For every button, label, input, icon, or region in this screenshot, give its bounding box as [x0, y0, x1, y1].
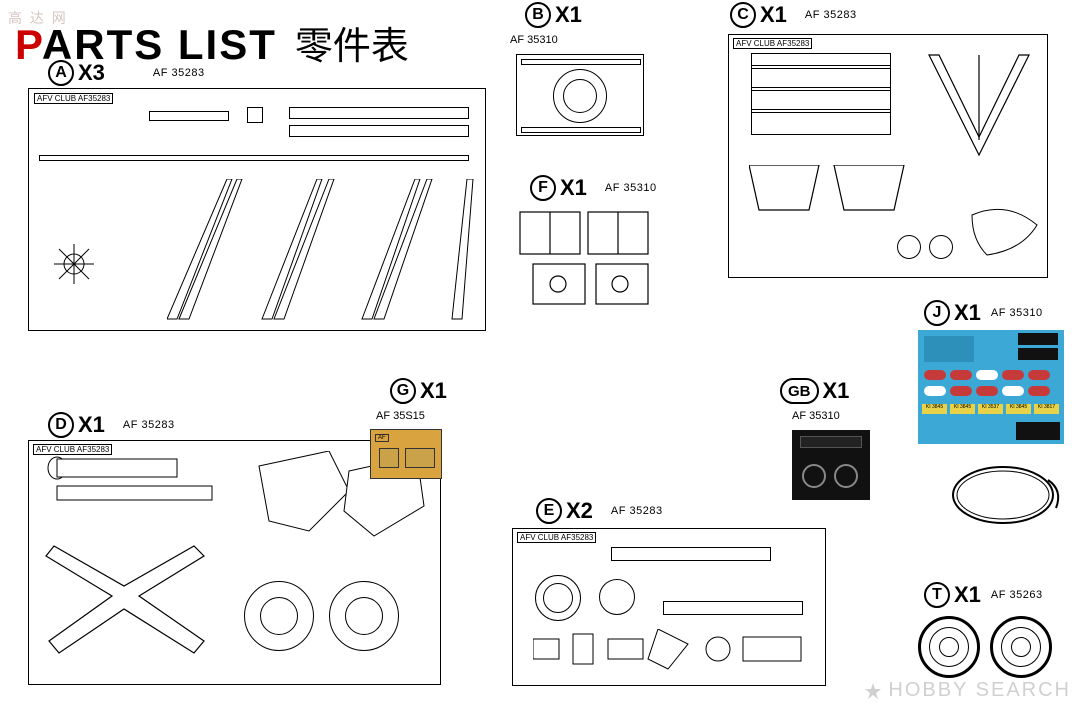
- frame-B: [516, 54, 644, 136]
- letter-circle-E: E: [536, 498, 562, 524]
- partnum-D: AF 35283: [123, 419, 175, 431]
- qty-G: X1: [420, 378, 447, 404]
- letter-circle-A: A: [48, 60, 74, 86]
- qty-E: X2: [566, 498, 593, 524]
- letter-box-GB: GB: [780, 378, 819, 404]
- partnum-F: AF 35310: [605, 182, 657, 194]
- label-G: G X1: [390, 378, 447, 404]
- letter-circle-B: B: [525, 2, 551, 28]
- qty-GB: X1: [823, 378, 850, 404]
- label-GB: GB X1: [780, 378, 849, 404]
- label-B: B X1: [525, 2, 582, 28]
- qty-F: X1: [560, 175, 587, 201]
- label-A: A X3 AF 35283: [48, 60, 205, 86]
- label-J: J X1 AF 35310: [924, 300, 1043, 326]
- partnum-E: AF 35283: [611, 505, 663, 517]
- frame-tag-D: AFV CLUB AF35283: [33, 444, 112, 455]
- letter-circle-J: J: [924, 300, 950, 326]
- frame-tag-C: AFV CLUB AF35283: [733, 38, 812, 49]
- qty-C: X1: [760, 2, 787, 28]
- partnum-B: AF 35310: [510, 34, 558, 46]
- rubber-ring: [948, 460, 1068, 530]
- frame-C: AFV CLUB AF35283: [728, 34, 1048, 278]
- decal-J: KI 3845 KI 3845 KI 3537 KI 3845 KI 3817: [918, 330, 1064, 444]
- letter-circle-D: D: [48, 412, 74, 438]
- tire-2: [990, 616, 1052, 678]
- partnum-C: AF 35283: [805, 9, 857, 21]
- tire-1: [918, 616, 980, 678]
- qty-A: X3: [78, 60, 105, 86]
- partnum-J: AF 35310: [991, 307, 1043, 319]
- label-T: T X1 AF 35263: [924, 582, 1043, 608]
- letter-circle-G: G: [390, 378, 416, 404]
- letter-circle-T: T: [924, 582, 950, 608]
- qty-D: X1: [78, 412, 105, 438]
- letter-circle-C: C: [730, 2, 756, 28]
- qty-B: X1: [555, 2, 582, 28]
- frame-tag-E: AFV CLUB AF35283: [517, 532, 596, 543]
- letter-circle-F: F: [530, 175, 556, 201]
- frame-F: [508, 204, 668, 322]
- label-C: C X1 AF 35283: [730, 2, 857, 28]
- pe-G: AF: [370, 429, 442, 479]
- partnum-GB: AF 35310: [792, 410, 840, 422]
- qty-T: X1: [954, 582, 981, 608]
- partnum-T: AF 35263: [991, 589, 1043, 601]
- gb-panel: [792, 430, 870, 500]
- label-F: F X1 AF 35310: [530, 175, 657, 201]
- partnum-G: AF 35S15: [376, 410, 425, 422]
- label-E: E X2 AF 35283: [536, 498, 663, 524]
- frame-A: AFV CLUB AF35283: [28, 88, 486, 331]
- label-D: D X1 AF 35283: [48, 412, 175, 438]
- frame-E: AFV CLUB AF35283: [512, 528, 826, 686]
- qty-J: X1: [954, 300, 981, 326]
- partnum-A: AF 35283: [153, 67, 205, 79]
- frame-tag-A: AFV CLUB AF35283: [34, 93, 113, 104]
- watermark-bottom: HOBBY SEARCH: [865, 679, 1071, 702]
